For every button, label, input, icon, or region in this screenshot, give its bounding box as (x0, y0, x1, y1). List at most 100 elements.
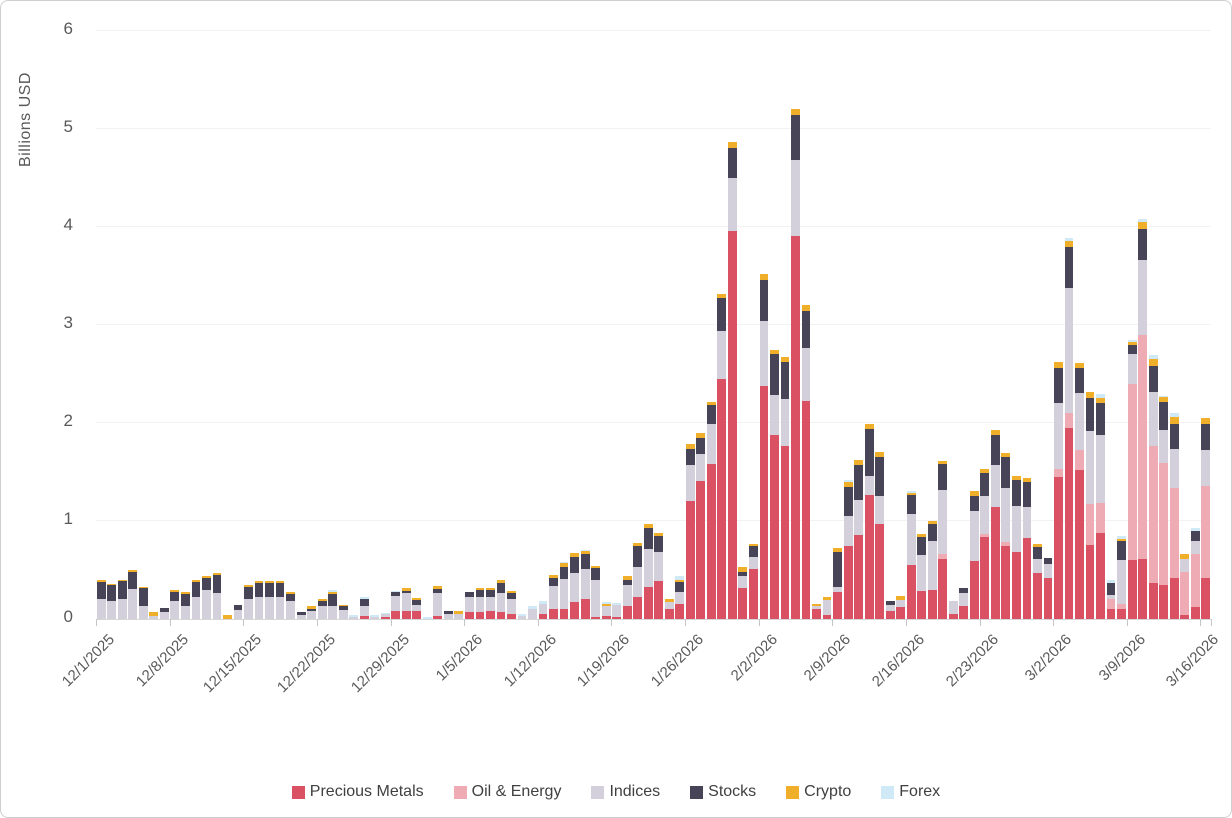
bar-segment-crypto (1169, 417, 1179, 424)
bar-segment-indices (791, 160, 800, 236)
x-axis-tick (1211, 619, 1212, 626)
bar-1/1/2026 (422, 31, 432, 619)
bar-segment-indices (969, 511, 979, 562)
legend-swatch-icon (690, 785, 704, 799)
bar-segment-stocks (591, 568, 601, 580)
bar-segment-oil-energy (1190, 554, 1200, 608)
bar-segment-stocks (475, 589, 485, 598)
bar-segment-indices (107, 601, 117, 619)
bar-segment-indices (622, 584, 632, 607)
bar-segment-precious-metals (706, 464, 716, 619)
bar-segment-stocks (875, 457, 885, 496)
bar-segment-stocks (391, 591, 401, 597)
bar-segment-crypto (633, 542, 643, 546)
bar-segment-crypto (738, 567, 748, 572)
gridline (96, 324, 1211, 325)
bar-segment-indices (517, 616, 527, 619)
bar-segment-crypto (1138, 222, 1148, 229)
x-tick-label: 2/23/2026 (942, 631, 1002, 691)
bar-segment-stocks (1054, 368, 1063, 404)
bar-segment-indices (675, 591, 685, 605)
bar-segment-forex (538, 601, 548, 605)
legend-item-crypto: Crypto (786, 783, 851, 801)
bar-segment-indices (496, 592, 506, 613)
bar-segment-indices (475, 597, 485, 613)
bar-segment-indices (275, 597, 285, 619)
bar-1/14/2026 (559, 31, 569, 619)
bar-segment-precious-metals (822, 615, 832, 619)
bar-segment-stocks (1022, 481, 1032, 508)
bar-segment-stocks (549, 577, 558, 586)
legend-swatch-icon (591, 785, 605, 799)
bar-segment-precious-metals (738, 587, 748, 619)
bar-segment-precious-metals (465, 612, 474, 619)
y-tick-label: 0 (63, 607, 73, 626)
bar-segment-forex (1127, 339, 1137, 342)
bar-2/24/2026 (990, 31, 1000, 619)
bars-layer (96, 31, 1211, 619)
bar-segment-indices (801, 347, 811, 402)
bar-segment-indices (864, 475, 874, 495)
bar-segment-forex (1064, 237, 1074, 241)
x-tick-label: 2/9/2026 (801, 631, 855, 685)
bar-segment-stocks (296, 612, 306, 616)
bar-segment-stocks (706, 405, 716, 424)
bar-2/14/2026 (885, 31, 895, 619)
bar-3/10/2026 (1138, 31, 1148, 619)
legend-label: Stocks (708, 783, 757, 800)
bar-2/5/2026 (791, 31, 800, 619)
bar-segment-oil-energy (1148, 445, 1158, 583)
bar-segment-precious-metals (812, 609, 821, 619)
bar-segment-precious-metals (654, 580, 664, 619)
bar-12/20/2025 (296, 31, 306, 619)
legend-item-indices: Indices (591, 783, 660, 801)
bar-segment-crypto (1054, 362, 1063, 369)
bar-segment-stocks (412, 600, 422, 606)
bar-segment-crypto (180, 591, 190, 594)
legend-label: Forex (899, 783, 941, 800)
bar-12/14/2025 (233, 31, 243, 619)
bar-segment-stocks (854, 465, 864, 501)
legend: Precious Metals Oil & Energy Indices Stocks… (1, 783, 1231, 801)
bar-segment-crypto (1001, 453, 1011, 458)
y-tick-label: 6 (63, 19, 73, 38)
bar-1/29/2026 (717, 31, 727, 619)
bar-segment-oil-energy (1201, 485, 1211, 578)
bar-3/16/2026 (1201, 31, 1211, 619)
bar-segment-stocks (275, 582, 285, 598)
bar-segment-stocks (749, 545, 758, 558)
bar-segment-crypto (401, 587, 411, 591)
bar-segment-precious-metals (496, 612, 506, 619)
bar-segment-precious-metals (854, 534, 864, 619)
bar-segment-indices (286, 601, 295, 619)
bar-2/10/2026 (843, 31, 853, 619)
bar-segment-precious-metals (1148, 582, 1158, 619)
bar-segment-indices (296, 615, 306, 619)
bar-segment-indices (717, 330, 727, 379)
bar-12/24/2025 (338, 31, 348, 619)
bar-segment-precious-metals (664, 609, 674, 619)
bar-segment-indices (749, 557, 758, 570)
bar-2/1/2026 (749, 31, 758, 619)
bar-segment-precious-metals (1096, 532, 1105, 619)
bar-segment-crypto (1075, 363, 1084, 369)
bar-1/4/2026 (454, 31, 464, 619)
bar-segment-indices (706, 424, 716, 465)
bar-2/23/2026 (980, 31, 990, 619)
bar-segment-precious-metals (696, 480, 706, 619)
x-axis-tick (905, 619, 907, 626)
bar-segment-crypto (254, 580, 264, 583)
bar-segment-crypto (812, 604, 821, 607)
bar-12/22/2025 (317, 31, 327, 619)
bar-segment-indices (738, 575, 748, 588)
x-axis-tick (979, 619, 981, 626)
bar-segment-precious-metals (885, 611, 895, 619)
bar-segment-indices (601, 606, 611, 617)
bar-segment-indices (349, 617, 359, 619)
bar-segment-indices (1106, 594, 1116, 600)
bar-segment-indices (391, 596, 401, 612)
bar-segment-oil-energy (1138, 334, 1148, 560)
bar-3/12/2026 (1159, 31, 1169, 619)
bar-12/4/2025 (128, 31, 138, 619)
bar-segment-oil-energy (1085, 504, 1095, 545)
